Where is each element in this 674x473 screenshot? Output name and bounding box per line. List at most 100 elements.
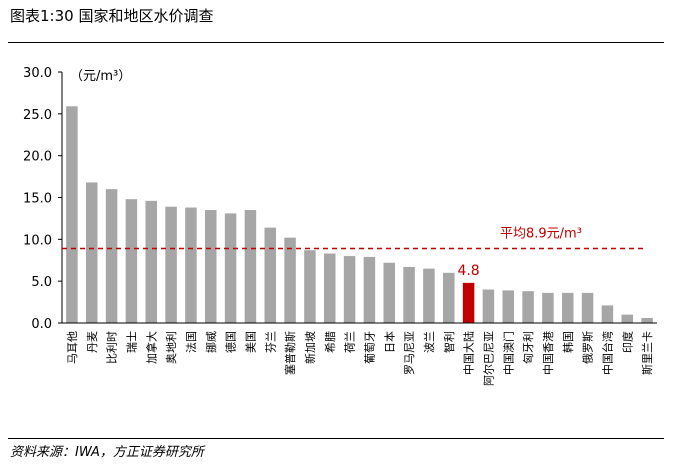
x-label-text: 日本: [382, 331, 396, 353]
x-label-12: 塞普勒斯: [283, 331, 297, 375]
y-tick-label: 15.0: [23, 192, 52, 207]
x-label-16: 葡萄牙: [363, 331, 376, 364]
bar-3: [105, 189, 118, 323]
x-label-24: 匈牙利: [521, 331, 535, 364]
bar-6: [165, 206, 177, 323]
x-label-23: 中国澳门: [501, 331, 515, 375]
source-note: 资料来源：IWA，方正证券研究所: [10, 445, 204, 460]
x-label-26: 韩国: [561, 331, 575, 353]
bar-30: [641, 317, 653, 323]
bar-8: [204, 210, 217, 323]
x-label-text: 中国香港: [542, 331, 555, 375]
x-label-21: 中国大陆: [462, 331, 476, 375]
x-label-text: 智利: [442, 331, 456, 353]
x-label-13: 新加坡: [303, 331, 317, 364]
x-label-4: 瑞士: [124, 331, 138, 353]
bar-5: [145, 200, 158, 323]
x-label-text: 印度: [620, 331, 634, 353]
x-label-1: 马耳他: [66, 331, 79, 364]
x-label-7: 法国: [184, 331, 198, 353]
x-label-30: 斯里兰卡: [641, 331, 654, 375]
bar-4: [125, 199, 138, 323]
x-label-15: 荷兰: [344, 331, 357, 353]
x-label-text: 德国: [224, 331, 238, 353]
bar-21: [462, 282, 475, 323]
bar-7: [185, 207, 197, 323]
x-label-27: 俄罗斯: [582, 331, 595, 364]
x-label-11: 芬兰: [264, 331, 277, 353]
bar-9: [224, 213, 237, 323]
x-label-text: 波兰: [423, 331, 436, 353]
top-rule: [8, 42, 664, 43]
x-label-17: 日本: [382, 331, 396, 353]
bar-11: [264, 227, 277, 323]
x-label-8: 挪威: [204, 331, 218, 353]
x-label-9: 德国: [224, 331, 238, 353]
x-label-text: 美国: [244, 331, 257, 353]
y-tick-label: 0.0: [31, 317, 52, 332]
x-label-text: 瑞士: [124, 331, 138, 353]
bar-23: [502, 290, 515, 323]
x-label-text: 荷兰: [344, 331, 357, 353]
bar-24: [522, 291, 534, 323]
x-label-3: 比利时: [106, 331, 119, 364]
bar-20: [442, 272, 455, 323]
bar-18: [403, 266, 415, 323]
x-label-10: 美国: [244, 331, 257, 353]
x-label-text: 挪威: [204, 331, 218, 353]
y-tick-label: 20.0: [23, 150, 52, 165]
x-label-text: 法国: [184, 331, 198, 353]
x-label-text: 加拿大: [144, 331, 158, 364]
bar-26: [561, 292, 574, 323]
x-label-text: 罗马尼亚: [403, 331, 416, 375]
x-label-text: 马耳他: [66, 331, 79, 364]
highlight-data-label: 4.8: [457, 263, 479, 279]
x-label-18: 罗马尼亚: [403, 331, 416, 375]
bar-17: [383, 262, 396, 323]
bar-14: [323, 253, 336, 323]
x-label-29: 印度: [620, 331, 634, 353]
y-tick-label: 25.0: [23, 108, 52, 123]
x-label-text: 中国澳门: [501, 331, 515, 375]
x-label-25: 中国香港: [542, 331, 555, 375]
x-label-6: 奥地利: [164, 331, 178, 364]
y-tick-label: 5.0: [31, 275, 52, 290]
figure-title: 图表1:30 国家和地区水价调查: [10, 7, 214, 25]
x-label-28: 中国台湾: [600, 331, 614, 375]
x-axis-labels: 马耳他 丹麦 比利时 瑞士 加拿大 奥地利 法国 挪威 德国 美国 芬兰 塞普勒斯 新加坡 希腊 荷兰 葡萄牙…: [66, 331, 654, 386]
bar-29: [621, 314, 634, 323]
x-label-text: 奥地利: [164, 331, 178, 364]
y-tick-label: 30.0: [23, 66, 52, 81]
x-label-19: 波兰: [423, 331, 436, 353]
bar-1: [66, 106, 78, 323]
x-label-text: 比利时: [106, 331, 119, 364]
bar-22: [482, 289, 495, 323]
x-label-text: 塞普勒斯: [283, 331, 297, 375]
average-label: 平均8.9元/m³: [500, 227, 582, 242]
bar-chart: 0.0 5.0 10.0 15.0 20.0 25.0 30.0 马耳他 丹麦 比利时 瑞士 加拿大…: [23, 66, 657, 386]
x-label-text: 中国台湾: [600, 331, 614, 375]
unit-label: （元/m³）: [70, 69, 131, 84]
x-label-5: 加拿大: [144, 331, 158, 364]
x-label-22: 阿尔巴尼亚: [482, 331, 495, 386]
x-label-text: 丹麦: [86, 331, 99, 353]
x-label-text: 斯里兰卡: [641, 331, 654, 375]
x-label-text: 匈牙利: [521, 331, 535, 364]
x-label-20: 智利: [442, 331, 456, 353]
bar-16: [363, 256, 376, 323]
y-tick-label: 10.0: [23, 233, 52, 248]
bar-2: [85, 182, 98, 323]
bar-27: [581, 292, 594, 323]
x-label-text: 韩国: [561, 331, 575, 353]
x-label-text: 希腊: [323, 331, 337, 353]
x-label-text: 葡萄牙: [363, 331, 376, 364]
x-label-14: 希腊: [323, 331, 337, 353]
x-label-2: 丹麦: [86, 331, 99, 353]
bar-10: [244, 210, 257, 323]
bar-28: [601, 305, 614, 323]
x-label-text: 俄罗斯: [582, 331, 595, 364]
bar-13: [304, 250, 316, 323]
x-label-text: 芬兰: [264, 331, 277, 353]
bar-19: [423, 268, 435, 323]
bar-25: [542, 292, 554, 323]
